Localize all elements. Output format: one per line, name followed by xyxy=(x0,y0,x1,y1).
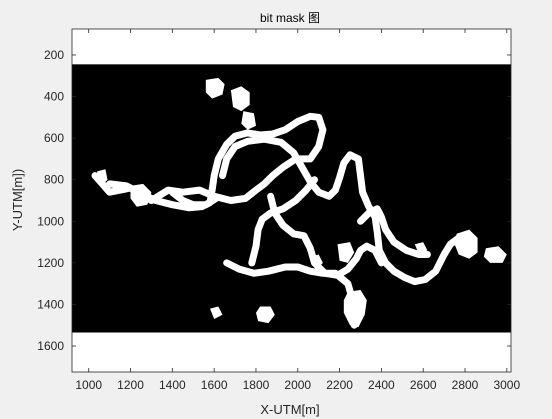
x-tick-label: 2800 xyxy=(452,378,479,392)
mask-region-8 xyxy=(310,254,323,270)
plot-frame xyxy=(71,28,512,373)
y-tick-label: 1000 xyxy=(37,214,64,228)
mask-region-10 xyxy=(454,229,478,259)
mask-channel-7 xyxy=(168,188,220,209)
y-tick-label: 400 xyxy=(44,90,64,104)
mask-region-13 xyxy=(210,306,223,319)
mask-region-7 xyxy=(337,242,355,263)
x-tick-label: 1600 xyxy=(201,378,228,392)
x-tick-label: 2200 xyxy=(326,378,353,392)
y-tick-label: 800 xyxy=(44,173,64,187)
x-tick-label: 2400 xyxy=(368,378,395,392)
y-axis-label: Y-UTM[m]) xyxy=(10,169,25,231)
y-tick-label: 200 xyxy=(44,48,64,62)
x-tick-label: 1400 xyxy=(159,378,186,392)
mask-layer xyxy=(72,64,511,333)
y-tick-label: 1200 xyxy=(37,256,64,270)
x-tick-label: 1200 xyxy=(117,378,144,392)
x-tick-label: 3000 xyxy=(493,378,520,392)
mask-region-3 xyxy=(241,111,256,130)
mask-region-2 xyxy=(230,86,250,112)
mask-region-9 xyxy=(414,242,428,255)
x-tick-label: 2000 xyxy=(284,378,311,392)
y-tick-label: 1400 xyxy=(37,297,64,311)
mask-region-11 xyxy=(483,246,507,263)
y-tick-label: 600 xyxy=(44,131,64,145)
x-tick-label: 1800 xyxy=(243,378,270,392)
mask-channel-2 xyxy=(219,135,463,286)
mask-region-12 xyxy=(256,306,275,324)
mask-channel-5 xyxy=(248,176,318,267)
mask-channel-6 xyxy=(357,205,431,258)
x-tick-label: 2600 xyxy=(410,378,437,392)
y-tick-label: 1600 xyxy=(37,339,64,353)
chart-title: bit mask 图 xyxy=(260,11,320,25)
mask-region-5 xyxy=(130,183,152,207)
x-axis-label: X-UTM[m] xyxy=(260,402,319,417)
y-axis: 200 400 600 800 1000 1200 1400 1600 xyxy=(37,48,511,353)
mask-region-4 xyxy=(97,169,108,184)
x-tick-label: 1000 xyxy=(75,378,102,392)
mask-region-1 xyxy=(205,77,225,99)
x-axis: 1000 1200 1400 1600 1800 2000 2200 2400 2600 2800… xyxy=(75,29,520,392)
mask-region-6 xyxy=(343,289,367,328)
